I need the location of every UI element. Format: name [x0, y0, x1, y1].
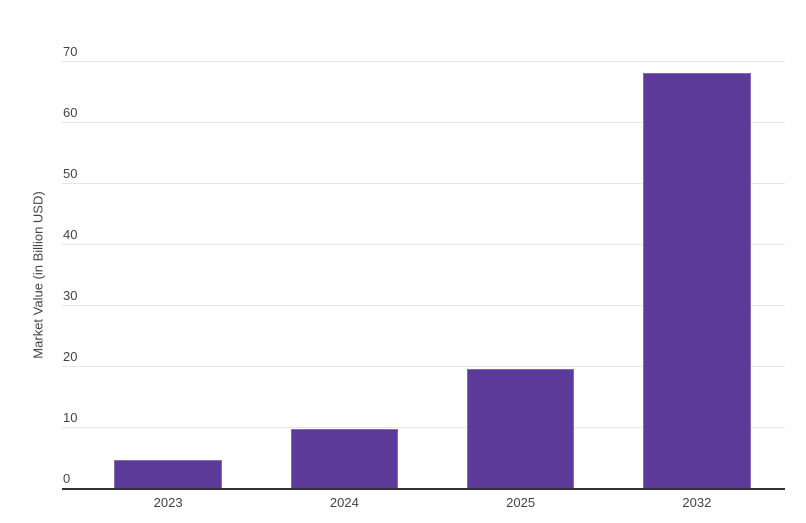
y-tick-label-60: 60 — [63, 105, 78, 120]
y-axis-title: Market Value (in Billion USD) — [30, 191, 46, 359]
y-tick-label-20: 20 — [63, 349, 78, 364]
gridline-10 — [62, 427, 785, 428]
gridline-20 — [62, 366, 785, 367]
y-tick-label-50: 50 — [63, 166, 78, 181]
x-tick-label-2024: 2024 — [329, 495, 359, 510]
y-tick-label-70: 70 — [63, 44, 78, 59]
x-axis-line — [62, 488, 785, 490]
x-tick-label-2032: 2032 — [682, 495, 712, 510]
y-tick-label-10: 10 — [63, 410, 78, 425]
bar-2032 — [643, 72, 751, 489]
bar-2023 — [114, 460, 222, 489]
gridline-50 — [62, 183, 785, 184]
gridline-70 — [62, 61, 785, 62]
band-2032 — [609, 62, 785, 489]
x-tick-label-2023: 2023 — [153, 495, 183, 510]
band-2025 — [433, 62, 609, 489]
plot-area: 0 10 20 30 40 50 60 70 — [62, 45, 785, 490]
bar-2025 — [466, 368, 575, 489]
x-tick-label-2025: 2025 — [506, 495, 536, 510]
y-tick-label-30: 30 — [63, 288, 78, 303]
gridline-40 — [62, 244, 785, 245]
y-tick-label-0: 0 — [63, 471, 71, 486]
bars-layer — [80, 62, 785, 489]
band-2024 — [256, 62, 432, 489]
y-tick-label-40: 40 — [63, 227, 78, 242]
gridline-60 — [62, 122, 785, 123]
gridline-30 — [62, 305, 785, 306]
x-axis-labels: 2023 2024 2025 2032 — [80, 495, 785, 510]
bar-2024 — [290, 429, 399, 489]
band-2023 — [80, 62, 256, 489]
